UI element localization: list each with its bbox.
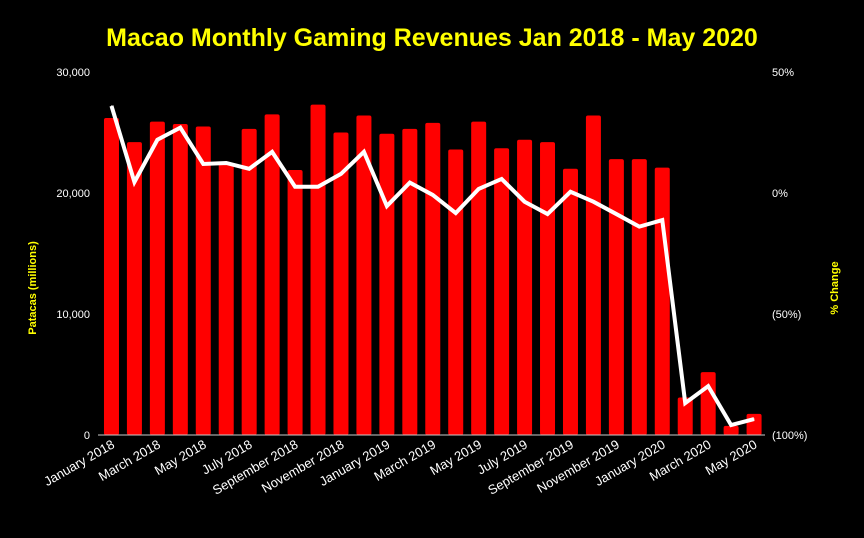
line-point xyxy=(592,201,594,203)
line-point xyxy=(569,191,571,193)
line-point xyxy=(547,213,549,215)
bar xyxy=(379,133,395,435)
line-point xyxy=(432,194,434,196)
y2-tick-label: (100%) xyxy=(772,430,807,442)
bar xyxy=(241,128,257,435)
bar xyxy=(700,372,716,435)
bar xyxy=(195,126,211,435)
y-tick-label: 0 xyxy=(84,430,90,442)
line-point xyxy=(638,226,640,228)
bar xyxy=(540,142,556,435)
line-point xyxy=(684,402,686,404)
line-point xyxy=(409,182,411,184)
x-tick-label: May 2019 xyxy=(427,437,484,479)
line-point xyxy=(707,385,709,387)
line-point xyxy=(730,424,732,426)
y2-tick-label: 50% xyxy=(772,67,794,79)
bar xyxy=(471,121,487,436)
line-point xyxy=(524,201,526,203)
bar xyxy=(448,149,464,435)
x-tick-label: May 2018 xyxy=(152,437,209,479)
bar xyxy=(723,425,739,435)
line-point xyxy=(156,139,158,141)
bar xyxy=(562,168,578,436)
y-tick-label: 20,000 xyxy=(56,188,90,200)
chart-title: Macao Monthly Gaming Revenues Jan 2018 -… xyxy=(106,24,758,52)
bar xyxy=(608,159,624,435)
bar xyxy=(310,104,326,436)
line-point xyxy=(248,168,250,170)
bar xyxy=(425,122,441,435)
bar xyxy=(677,397,693,435)
bar xyxy=(356,115,372,435)
line-point xyxy=(225,162,227,164)
line-point xyxy=(294,186,296,188)
y2-axis-title: % Change xyxy=(829,261,841,314)
line-point xyxy=(753,418,755,420)
line-point xyxy=(478,188,480,190)
bar xyxy=(494,148,510,436)
bar xyxy=(654,167,670,435)
line-point xyxy=(363,151,365,153)
bar xyxy=(402,128,418,435)
y-tick-label: 10,000 xyxy=(56,309,90,321)
line-point xyxy=(615,213,617,215)
bar xyxy=(149,121,165,436)
x-tick-label: May 2020 xyxy=(703,437,760,479)
y-tick-label: 30,000 xyxy=(56,67,90,79)
line-point xyxy=(317,186,319,188)
line-point xyxy=(386,205,388,207)
y-axis-title: Patacas (millions) xyxy=(27,241,39,335)
line-point xyxy=(340,173,342,175)
line-point xyxy=(271,151,273,153)
line-point xyxy=(179,127,181,129)
bar xyxy=(746,413,762,435)
bar xyxy=(264,114,280,435)
y2-tick-label: (50%) xyxy=(772,309,801,321)
line-point xyxy=(202,163,204,165)
line-point xyxy=(110,105,112,107)
bar xyxy=(631,159,647,435)
bar xyxy=(585,115,601,435)
bar xyxy=(218,162,234,435)
bar xyxy=(126,142,142,435)
bar xyxy=(287,170,303,435)
bar xyxy=(172,124,188,435)
line-point xyxy=(501,178,503,180)
line-point xyxy=(661,219,663,221)
line-point xyxy=(455,212,457,214)
line-point xyxy=(133,181,135,183)
bar xyxy=(517,139,533,435)
bar xyxy=(333,132,349,435)
y2-tick-label: 0% xyxy=(772,188,788,200)
bar xyxy=(103,117,119,435)
